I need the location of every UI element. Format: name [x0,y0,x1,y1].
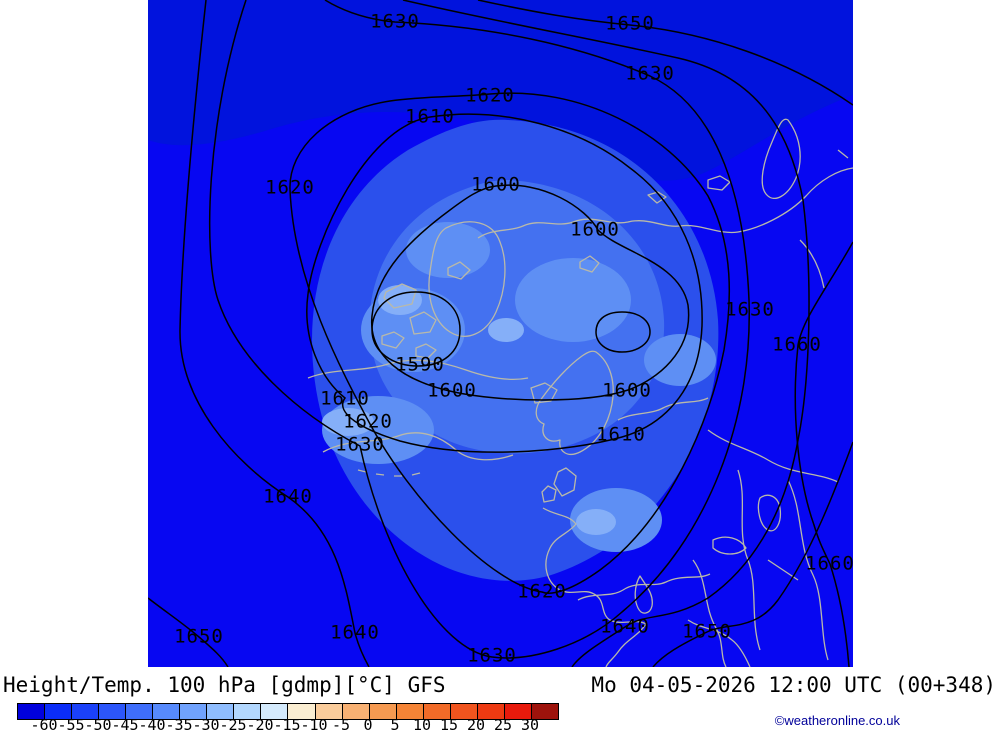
colorbar-segment [72,704,100,719]
colorbar-segment [423,704,451,719]
colorbar-segment [126,704,154,719]
colorbar-tick: -55 [57,716,85,734]
colorbar-segment [504,704,532,719]
coastlines [307,118,853,667]
colorbar-ticks: -60 -55 -50 -45 -40 -35 -30 -25 -20 -15 -10 -5 0 5 10 1… [0,718,600,733]
colorbar-tick: 15 [439,716,459,734]
colorbar-segment [18,704,46,719]
colorbar-segment [180,704,208,719]
colorbar-tick: -30 [192,716,220,734]
colorbar-segment [288,704,316,719]
colorbar-segment [315,704,343,719]
colorbar-tick: -50 [84,716,112,734]
colorbar-tick: 0 [363,716,373,734]
height-contours [148,0,853,667]
colorbar-segment [369,704,397,719]
colorbar-segment [261,704,289,719]
colorbar-segment [342,704,370,719]
colorbar-segment [234,704,262,719]
colorbar-tick: -35 [165,716,193,734]
colorbar-tick: -10 [300,716,328,734]
map-canvas [148,0,853,667]
colorbar-tick: -20 [246,716,274,734]
forecast-datetime: Mo 04-05-2026 12:00 UTC (00+348) [591,673,996,697]
colorbar-tick: -25 [219,716,247,734]
colorbar-tick: 25 [493,716,513,734]
colorbar-segment [396,704,424,719]
colorbar-segment [99,704,127,719]
colorbar-tick: -5 [331,716,351,734]
temperature-shading [148,0,853,581]
colorbar-tick: 20 [466,716,486,734]
map-title: Height/Temp. 100 hPa [gdmp][°C] GFS [3,673,446,697]
colorbar-tick: 10 [412,716,432,734]
colorbar-segment [207,704,235,719]
colorbar-segment [450,704,478,719]
legend-footer: Height/Temp. 100 hPa [gdmp][°C] GFS Mo 0… [0,667,1000,733]
colorbar-segment [153,704,181,719]
colorbar-segment [477,704,505,719]
colorbar-tick: -60 [30,716,58,734]
colorbar-tick: 5 [390,716,400,734]
colorbar-tick: 30 [520,716,540,734]
colorbar-tick: -15 [273,716,301,734]
temperature-colorbar [17,703,559,720]
copyright-link[interactable]: ©weatheronline.co.uk [774,713,900,728]
colorbar-tick: -40 [138,716,166,734]
colorbar-segment [45,704,73,719]
colorbar-tick: -45 [111,716,139,734]
weather-map: 1630 1650 1630 1620 1610 1620 1600 1600 1630 1660… [148,0,854,667]
colorbar-segment [531,704,558,719]
